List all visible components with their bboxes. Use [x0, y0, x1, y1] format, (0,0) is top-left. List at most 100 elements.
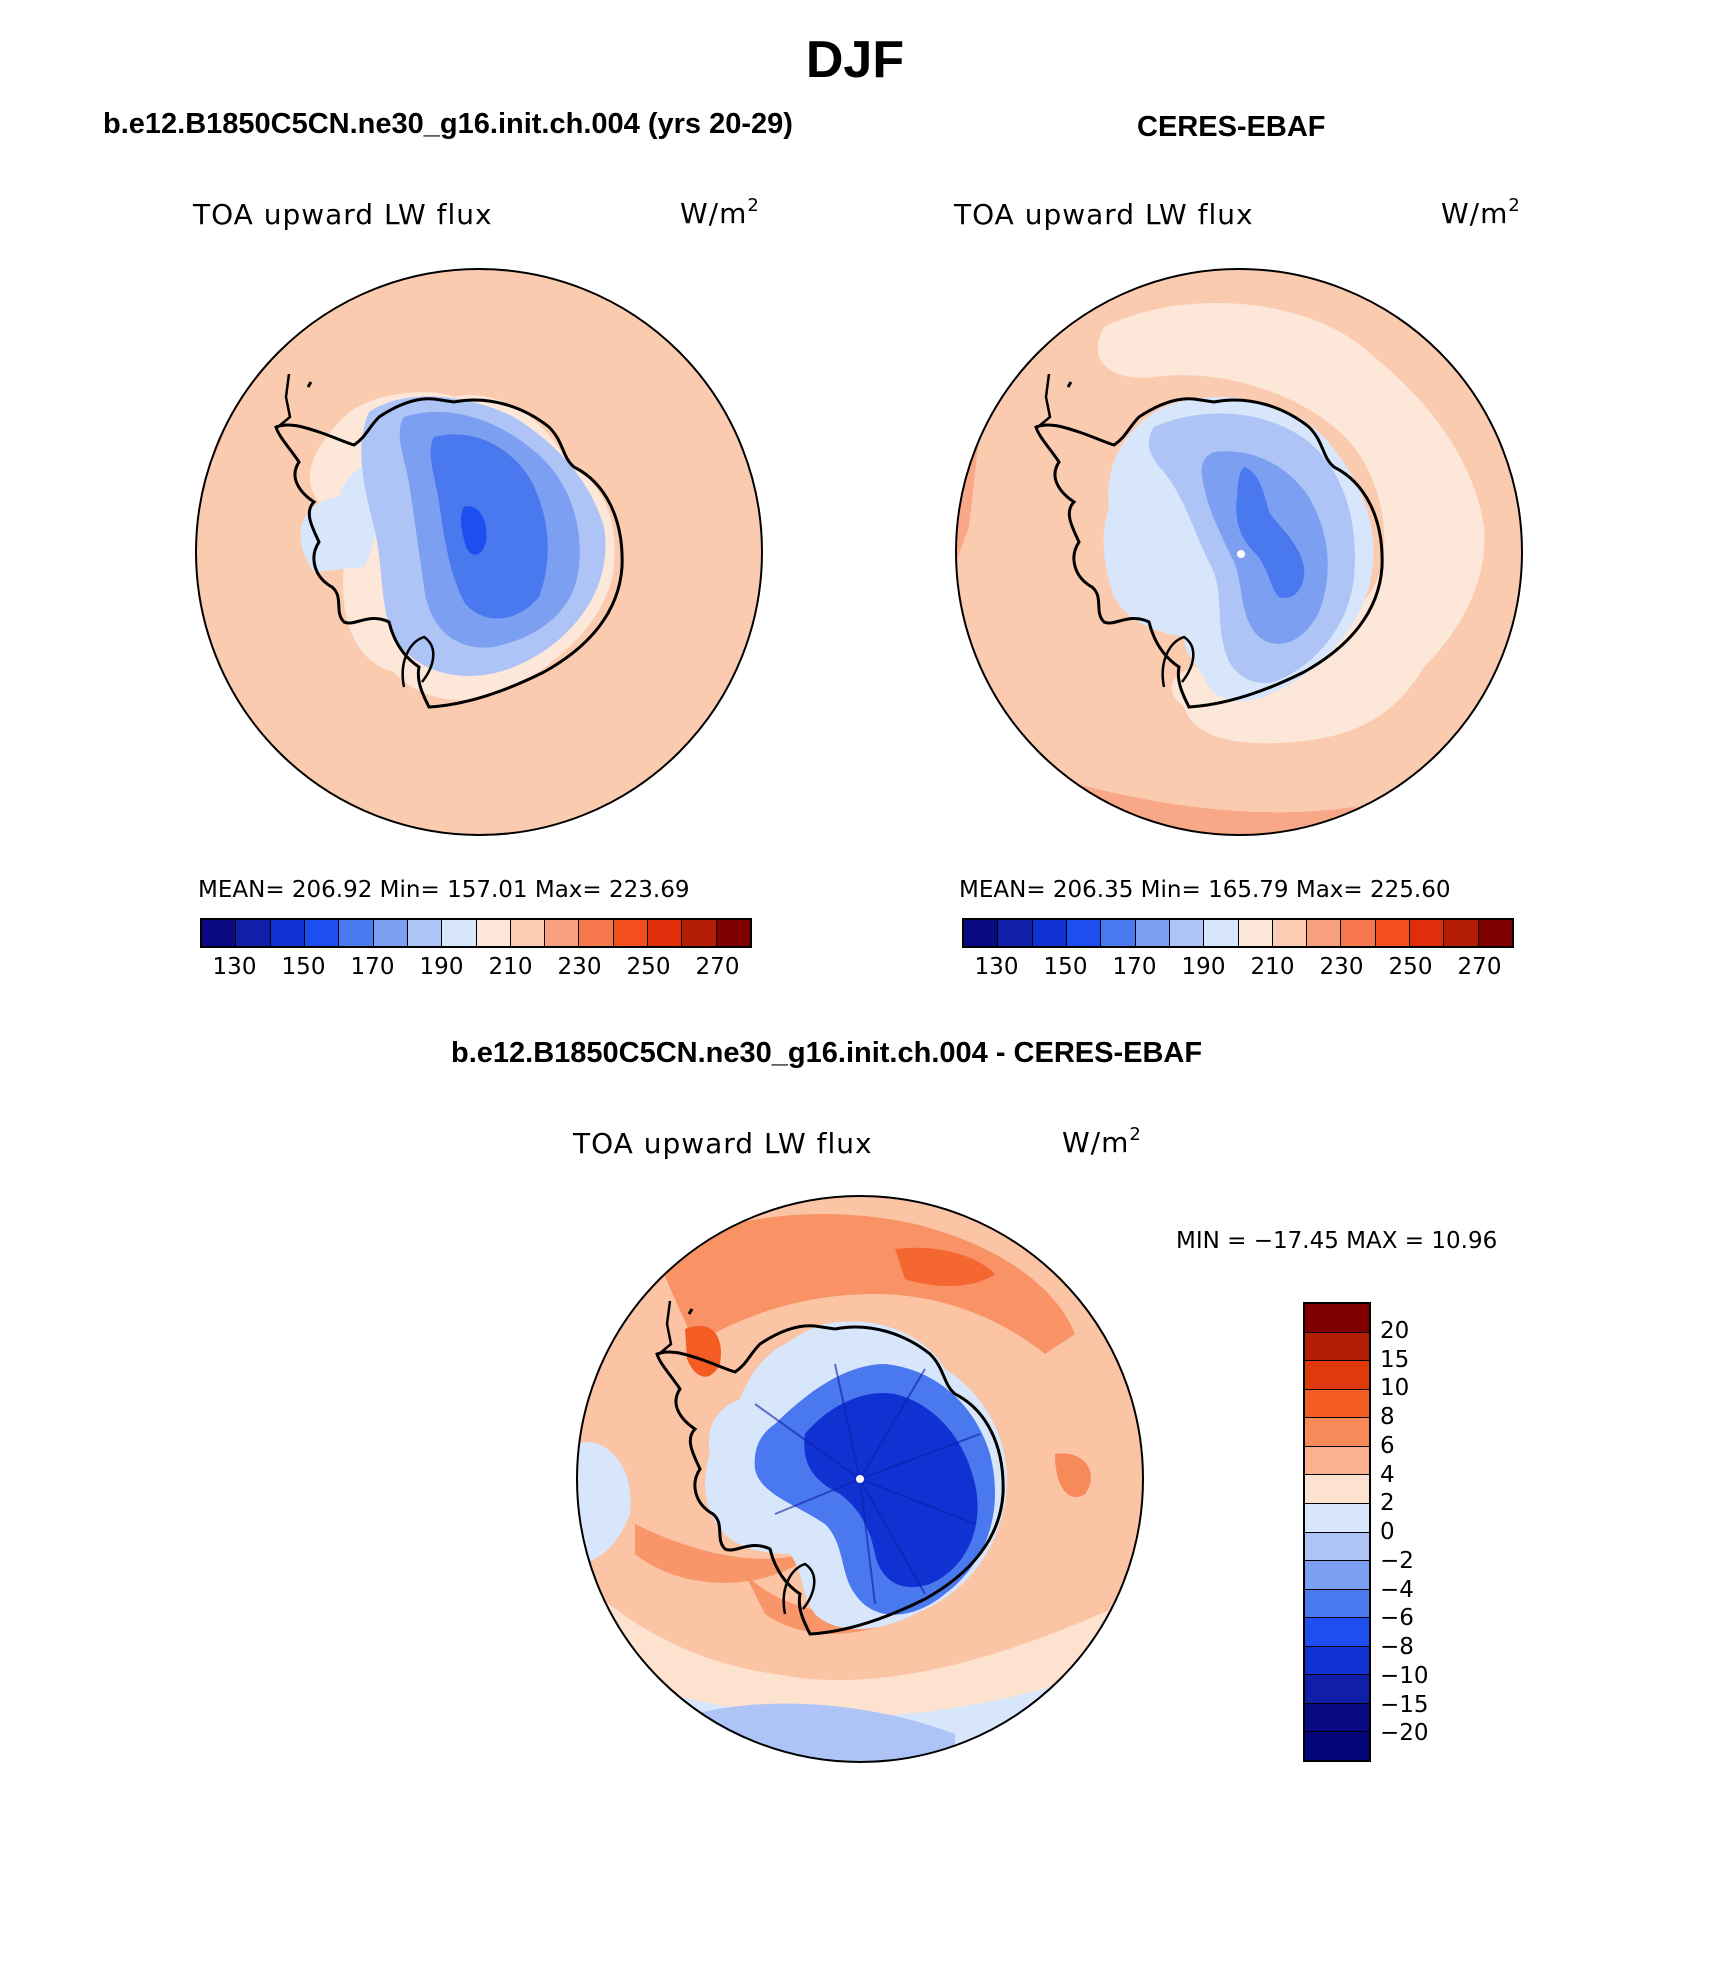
colorbar-box [1305, 1732, 1369, 1760]
colorbar-box [442, 920, 477, 946]
colorbar-tick-label: 6 [1380, 1432, 1395, 1459]
colorbar-box [1341, 920, 1376, 946]
panel-2-variable: TOA upward LW flux [954, 198, 1254, 231]
panel-2-units: W/m2 [1441, 195, 1521, 230]
colorbar-box [1135, 920, 1170, 946]
colorbar-tick-label: 130 [212, 954, 257, 980]
colorbar-box [648, 920, 683, 946]
colorbar-box [339, 920, 374, 946]
colorbar-tick-label: −10 [1380, 1662, 1429, 1689]
colorbar-tick-label: 270 [695, 954, 740, 980]
colorbar-tick-label: 250 [1388, 954, 1433, 980]
colorbar-box [1305, 1332, 1369, 1362]
panel-2-stats: MEAN= 206.35 Min= 165.79 Max= 225.60 [959, 877, 1451, 903]
colorbar-box [1032, 920, 1067, 946]
colorbar-box [1169, 920, 1205, 946]
map-panel-2 [955, 268, 1523, 836]
colorbar-box [1305, 1418, 1369, 1447]
colorbar-tick-label: −4 [1380, 1576, 1414, 1603]
antarctica-coastline [274, 397, 624, 709]
panel-3-heading: b.e12.B1850C5CN.ne30_g16.init.ch.004 - C… [451, 1037, 1203, 1069]
colorbar-tick-label: 0 [1380, 1519, 1395, 1545]
colorbar-box [716, 920, 750, 946]
colorbar-box [1305, 1446, 1369, 1476]
colorbar-tick-label: 8 [1380, 1404, 1395, 1430]
colorbar-box [476, 920, 511, 946]
colorbar-box [1307, 920, 1342, 946]
colorbar-box [1305, 1703, 1369, 1733]
colorbar-box [236, 920, 271, 946]
colorbar-tick-label: 150 [1043, 954, 1088, 980]
colorbar-box [1410, 920, 1445, 946]
colorbar-box [1305, 1503, 1369, 1533]
colorbar-box [510, 920, 546, 946]
colorbar-panel-2: 130 150 170 190 210 230 250 270 [962, 918, 1514, 984]
colorbar-box [579, 920, 614, 946]
colorbar-box [407, 920, 443, 946]
panel-2-heading: CERES-EBAF [1137, 111, 1326, 143]
panel-3-units: W/m2 [1062, 1124, 1142, 1159]
panel-3-stats: MIN = −17.45 MAX = 10.96 [1176, 1228, 1498, 1254]
colorbar-box [545, 920, 580, 946]
colorbar-tick-label: 150 [281, 954, 326, 980]
colorbar-box [964, 920, 999, 946]
colorbar-tick-label: 170 [350, 954, 395, 980]
colorbar-tick-label: 230 [1319, 954, 1364, 980]
colorbar-box [1444, 920, 1479, 946]
colorbar-tick-label: 210 [488, 954, 533, 980]
colorbar-box [202, 920, 237, 946]
colorbar-tick-label: 130 [974, 954, 1019, 980]
colorbar-box [1305, 1646, 1369, 1676]
colorbar-tick-label: −8 [1380, 1634, 1414, 1660]
colorbar-tick-label: 210 [1250, 954, 1295, 980]
colorbar-tick-label: 10 [1380, 1375, 1410, 1402]
colorbar-box [1305, 1618, 1369, 1647]
colorbar-box [270, 920, 305, 946]
figure-title: DJF [805, 31, 905, 89]
colorbar-tick-label: 20 [1380, 1317, 1410, 1344]
panel-1-heading: b.e12.B1850C5CN.ne30_g16.init.ch.004 (yr… [103, 108, 793, 140]
colorbar-box [1305, 1532, 1369, 1562]
colorbar-difference [1303, 1302, 1371, 1762]
colorbar-box [1272, 920, 1308, 946]
colorbar-box [304, 920, 340, 946]
colorbar-box [1305, 1475, 1369, 1504]
colorbar-box [1305, 1389, 1369, 1419]
panel-1-units: W/m2 [680, 195, 760, 230]
colorbar-tick-label: −15 [1380, 1691, 1429, 1718]
panel-3-variable: TOA upward LW flux [573, 1127, 873, 1160]
colorbar-box [1204, 920, 1239, 946]
colorbar-box [613, 920, 649, 946]
colorbar-difference-labels: 20 15 10 8 6 4 2 0 −2 −4 −6 −8 −10 −15 −20 [1380, 1302, 1500, 1762]
map-panel-1 [195, 268, 763, 836]
colorbar-tick-label: −2 [1380, 1547, 1414, 1574]
colorbar-box [1305, 1589, 1369, 1619]
map-panel-3-difference [576, 1195, 1144, 1763]
colorbar-tick-label: 170 [1112, 954, 1157, 980]
colorbar-box [682, 920, 717, 946]
colorbar-box [1305, 1304, 1369, 1333]
colorbar-box [1478, 920, 1512, 946]
colorbar-tick-label: 15 [1380, 1346, 1410, 1373]
colorbar-box [1375, 920, 1411, 946]
colorbar-tick-label: 230 [557, 954, 602, 980]
colorbar-tick-label: −6 [1380, 1605, 1414, 1632]
colorbar-box [1305, 1561, 1369, 1590]
colorbar-box [998, 920, 1033, 946]
panel-1-stats: MEAN= 206.92 Min= 157.01 Max= 223.69 [198, 877, 690, 903]
colorbar-box [373, 920, 408, 946]
colorbar-tick-label: 190 [419, 954, 464, 980]
colorbar-tick-label: −20 [1380, 1720, 1429, 1747]
colorbar-tick-label: 4 [1380, 1461, 1395, 1488]
colorbar-box [1238, 920, 1273, 946]
colorbar-panel-1: 130 150 170 190 210 230 250 270 [200, 918, 752, 984]
colorbar-tick-label: 190 [1181, 954, 1226, 980]
colorbar-tick-label: 270 [1457, 954, 1502, 980]
colorbar-box [1305, 1361, 1369, 1390]
colorbar-box [1066, 920, 1102, 946]
colorbar-box [1101, 920, 1136, 946]
panel-1-variable: TOA upward LW flux [193, 198, 493, 231]
colorbar-tick-label: 250 [626, 954, 671, 980]
colorbar-box [1305, 1675, 1369, 1704]
colorbar-tick-label: 2 [1380, 1490, 1395, 1517]
